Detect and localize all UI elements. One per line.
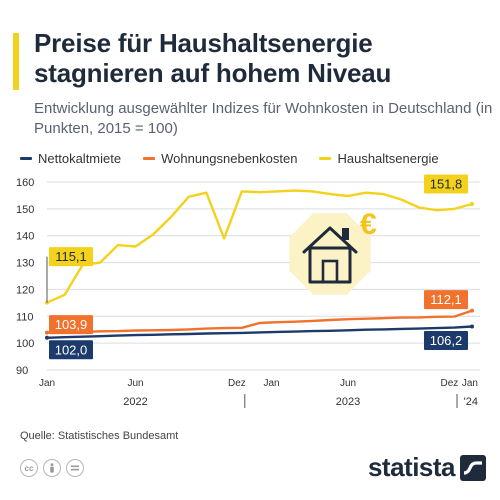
legend-swatch-haushaltsenergie <box>319 156 332 160</box>
y-tick-label: 110 <box>16 311 34 323</box>
label-miete-end-box <box>424 330 468 350</box>
year-label: '24 <box>464 396 478 408</box>
x-tick-label: Dez <box>228 378 246 389</box>
legend-item-nettokaltmiete: Nettokaltmiete <box>20 151 121 166</box>
label-nebenkosten-end-box <box>424 290 468 310</box>
x-tick-label: Jan <box>264 378 280 389</box>
data-labels-layer: 115,1 151,8 103,9 112,1 102,0 106,2 <box>46 174 468 360</box>
label-energy-end: 151,8 <box>430 177 463 192</box>
euro-icon: € <box>360 208 377 241</box>
series-point-end-nettokaltmiete <box>470 324 474 329</box>
chart-legend: Nettokaltmiete Wohnungsnebenkosten Haush… <box>20 148 461 168</box>
source-note: Quelle: Statistisches Bundesamt <box>20 430 179 442</box>
title-accent-bar <box>13 33 19 90</box>
y-tick-label: 160 <box>16 177 34 189</box>
label-nebenkosten-end: 112,1 <box>430 292 462 307</box>
chart-title: Preise für Haushaltsenergie stagnieren a… <box>34 28 392 88</box>
x-tick-label: Jan <box>462 378 478 389</box>
legend-swatch-nettokaltmiete <box>20 156 32 160</box>
legend-label-haushaltsenergie: Haushaltsenergie <box>337 150 439 166</box>
brand-wordmark: statista <box>367 452 456 482</box>
y-tick-label: 120 <box>16 284 34 296</box>
statista-logo[interactable]: statista <box>368 452 486 483</box>
y-tick-label: 90 <box>16 365 28 377</box>
series-point-end-wohnungsnebenkosten <box>470 308 474 313</box>
series-line-wohnungsnebenkosten <box>45 309 474 334</box>
axis-ticks-layer: 90 100 110 120 130 140 150 160 Jan Jun Dez Jan Jun De… <box>16 177 478 408</box>
house-illustration: € <box>289 208 377 295</box>
series-lines-layer <box>45 189 474 340</box>
legend-label-wohnungsnebenkosten: Wohnungsnebenkosten <box>161 150 298 166</box>
chart-subtitle: Entwicklung ausgewählter Indizes für Woh… <box>34 100 493 137</box>
nd-icon[interactable] <box>66 459 84 477</box>
label-miete-start-box <box>49 340 93 360</box>
label-nebenkosten-start-box <box>49 315 93 335</box>
series-point-end-haushaltsenergie <box>470 202 474 207</box>
y-tick-label: 140 <box>16 231 34 243</box>
house-roof-icon <box>302 226 358 254</box>
x-tick-label: Dez <box>440 378 458 389</box>
x-tick-label: Jun <box>340 378 356 389</box>
y-tick-label: 130 <box>16 258 34 270</box>
legend-swatch-wohnungsnebenkosten <box>143 156 156 160</box>
series-point-start-wohnungsnebenkosten <box>45 330 49 335</box>
house-chimney-icon <box>342 228 349 240</box>
statista-mark-icon <box>460 454 486 481</box>
by-icon[interactable] <box>43 459 61 477</box>
house-door-icon <box>321 259 339 284</box>
legend-item-haushaltsenergie: Haushaltsenergie <box>319 150 439 166</box>
label-miete-end: 106,2 <box>430 333 463 348</box>
grid-layer <box>47 181 480 371</box>
x-tick-label: Jan <box>39 378 55 389</box>
series-line-nettokaltmiete <box>45 325 474 339</box>
year-label: 2022 <box>123 396 147 408</box>
label-energy-start-box <box>49 247 93 267</box>
label-energy-end-box <box>424 174 468 194</box>
label-miete-start: 102,0 <box>55 342 88 357</box>
y-tick-label: 100 <box>16 338 34 350</box>
label-nebenkosten-start: 103,9 <box>55 317 88 332</box>
cc-icon[interactable]: cc <box>20 459 38 477</box>
series-line-haushaltsenergie <box>45 189 474 304</box>
series-point-start-nettokaltmiete <box>45 335 49 340</box>
year-label: 2023 <box>336 396 360 408</box>
x-tick-label: Jun <box>127 378 143 389</box>
line-chart: € 90 100 110 120 130 140 150 160 Jan Jun Dez Jan Jun… <box>16 174 480 408</box>
label-energy-start: 115,1 <box>55 249 87 264</box>
y-tick-label: 150 <box>16 204 34 216</box>
license-icons: cc <box>20 459 89 477</box>
legend-item-wohnungsnebenkosten: Wohnungsnebenkosten <box>143 151 297 166</box>
legend-label-nettokaltmiete: Nettokaltmiete <box>38 150 122 166</box>
